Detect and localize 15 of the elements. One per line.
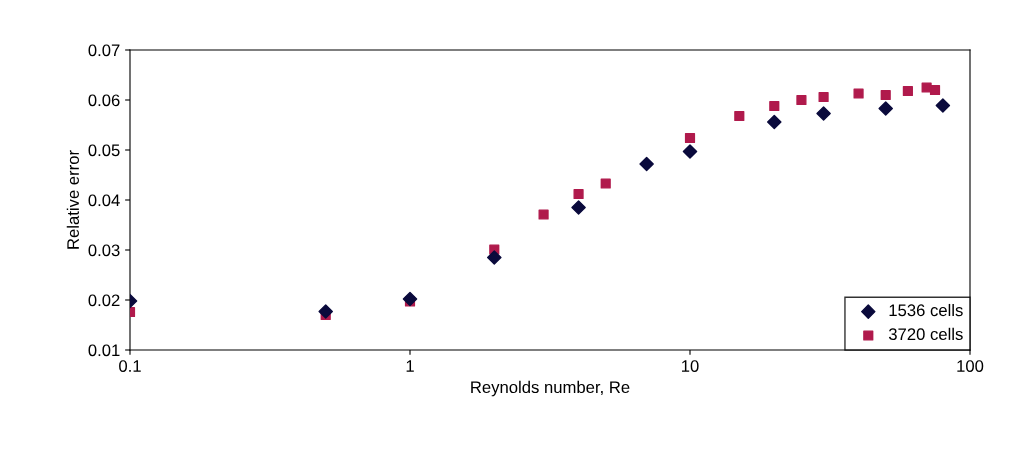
x-axis-title: Reynolds number, Re xyxy=(471,380,630,397)
x-tick-label: 100 xyxy=(957,360,984,372)
y-tick-label: 0.05 xyxy=(88,144,120,157)
x-tick-label: 1 xyxy=(406,360,414,372)
x-tick-label: 10 xyxy=(682,360,699,372)
y-tick-label: 0.06 xyxy=(88,94,120,107)
y-tick-label: 0.03 xyxy=(88,244,120,257)
legend-label: 1536 cells xyxy=(889,303,963,317)
y-tick-label: 0.02 xyxy=(88,294,120,307)
x-tick-label: 0.1 xyxy=(119,360,141,372)
y-tick-label: 0.01 xyxy=(88,344,120,357)
legend-label: 3720 cells xyxy=(888,327,963,341)
y-tick-label: 0.04 xyxy=(88,194,120,207)
y-axis-title: Relative error xyxy=(66,150,79,249)
y-tick-label: 0.07 xyxy=(88,44,120,57)
